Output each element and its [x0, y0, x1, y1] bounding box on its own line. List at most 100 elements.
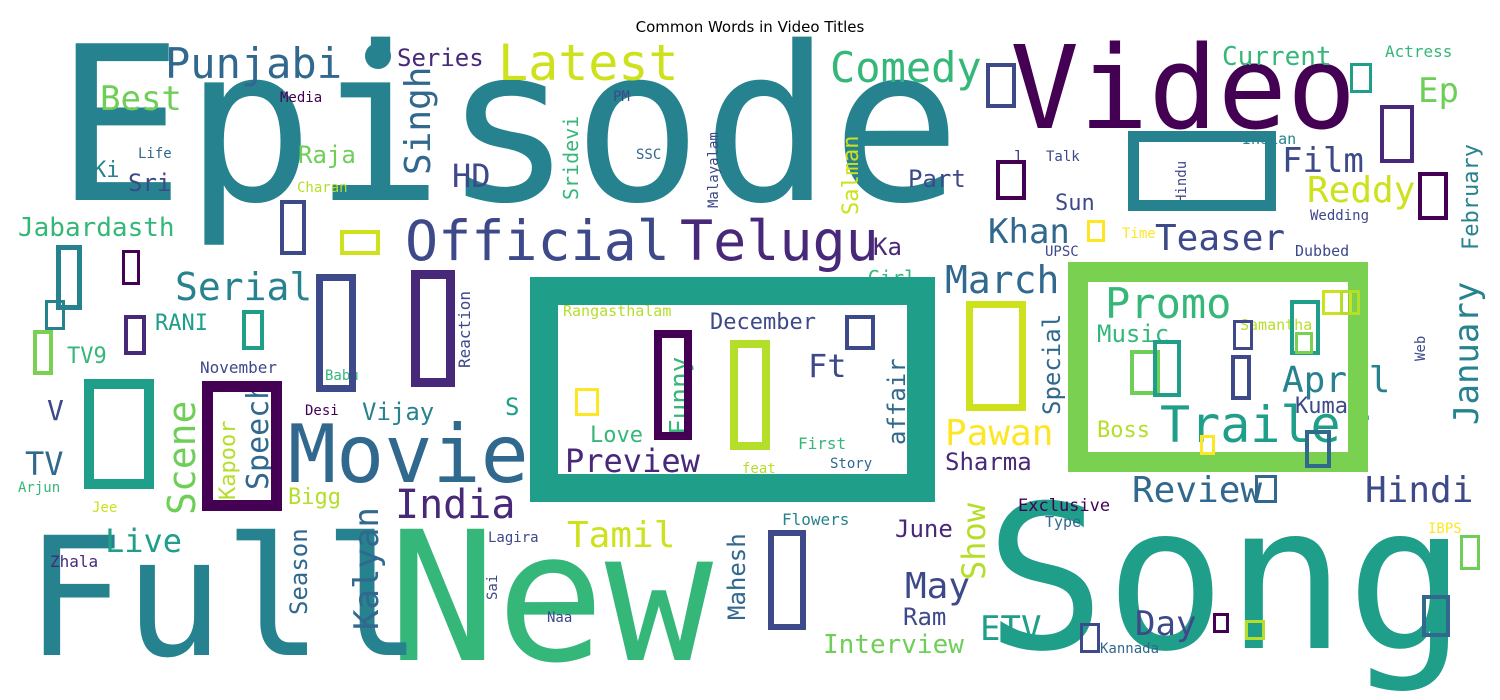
word-june: June — [895, 515, 953, 543]
word-time: Time — [1122, 226, 1156, 242]
missing-glyph-box — [575, 388, 599, 416]
word-first: First — [798, 434, 846, 453]
word-actress: Actress — [1385, 42, 1452, 61]
word-best: Best — [100, 79, 182, 119]
word-january: January — [1447, 282, 1487, 425]
word-salman: Salman — [839, 136, 864, 215]
missing-glyph-box — [33, 330, 53, 375]
missing-glyph-box — [1080, 623, 1100, 653]
word-kannada: Kannada — [1100, 641, 1159, 657]
word-trailer: Trailer — [1160, 396, 1371, 454]
word-lagira: Lagira — [488, 530, 539, 546]
missing-glyph-box — [411, 270, 455, 387]
word-speech: Speech — [241, 382, 276, 490]
word-serial: Serial — [175, 265, 312, 309]
word-episode: Episode — [55, 0, 961, 251]
chart-title: Common Words in Video Titles — [635, 18, 865, 36]
word-rani: RANI — [155, 311, 208, 336]
word-comedy: Comedy — [830, 43, 982, 92]
word-raja: Raja — [298, 141, 356, 169]
missing-glyph-box — [1340, 290, 1360, 315]
word-sri: Sri — [128, 169, 171, 197]
missing-glyph-box — [1130, 350, 1160, 395]
word-ka: Ka — [873, 233, 902, 261]
word-mahesh: Mahesh — [723, 533, 751, 620]
missing-glyph-box — [966, 301, 1026, 411]
missing-glyph-box — [1295, 332, 1313, 354]
word-ki: Ki — [93, 158, 120, 183]
word-preview: Preview — [565, 442, 701, 480]
missing-glyph-box — [45, 300, 65, 330]
missing-glyph-box — [280, 200, 306, 255]
word-ibps: IBPS — [1428, 521, 1462, 537]
missing-glyph-box — [56, 245, 82, 310]
missing-glyph-box — [1380, 105, 1414, 163]
word-interview: Interview — [823, 630, 964, 660]
word-sharma: Sharma — [945, 448, 1032, 476]
missing-glyph-box — [124, 315, 146, 355]
word-part: Part — [908, 165, 966, 193]
missing-glyph-box — [996, 160, 1026, 200]
word-show: Show — [955, 502, 993, 580]
word-hindi: Hindi — [1365, 470, 1473, 511]
missing-glyph-box — [1087, 220, 1105, 242]
missing-glyph-box — [1213, 613, 1229, 633]
word-pm: PM — [613, 89, 630, 105]
word-jabardasth: Jabardasth — [18, 213, 175, 243]
word-march: March — [945, 258, 1059, 302]
word-ft: Ft — [808, 347, 847, 385]
word-naa: Naa — [547, 610, 572, 626]
word-vijay: Vijay — [362, 398, 434, 426]
missing-glyph-box — [316, 274, 356, 392]
word-l: l — [1014, 147, 1024, 166]
word-tv: TV — [25, 445, 64, 483]
word-december: December — [710, 310, 816, 335]
word-jee: Jee — [92, 500, 117, 516]
word-tv9: TV9 — [67, 344, 107, 369]
missing-glyph-box — [654, 330, 692, 440]
word-exclusive: Exclusive — [1018, 496, 1110, 516]
missing-glyph-box — [1418, 172, 1448, 220]
word-may: May — [905, 566, 970, 607]
word-reddy: Reddy — [1307, 170, 1415, 211]
missing-glyph-box — [1255, 475, 1277, 503]
word-april: April — [1282, 360, 1390, 401]
missing-glyph-box — [1460, 535, 1480, 570]
missing-glyph-box — [1233, 320, 1253, 350]
missing-glyph-box — [530, 277, 935, 502]
word-special: Special — [1038, 314, 1066, 415]
word-india: India — [395, 482, 515, 528]
word-film: Film — [1282, 141, 1364, 181]
word-ep: Ep — [1418, 71, 1459, 111]
missing-glyph-box — [986, 63, 1016, 108]
word-current: Current — [1222, 42, 1332, 72]
word-pawan: Pawan — [945, 413, 1053, 454]
word-hindu: Hindu — [1174, 161, 1190, 203]
missing-glyph-box — [1231, 355, 1251, 400]
word-talk: Talk — [1046, 149, 1080, 165]
word-sai: Sai — [485, 575, 501, 600]
word-dubbed: Dubbed — [1295, 242, 1349, 260]
word-zhala: Zhala — [50, 552, 98, 571]
word-ram: Ram — [903, 603, 946, 631]
word-kapoor: Kapoor — [216, 421, 241, 500]
word-day: Day — [1135, 604, 1196, 644]
word-review: Review — [1132, 470, 1262, 511]
missing-glyph-box — [1200, 435, 1215, 455]
missing-glyph-box — [1153, 340, 1181, 397]
word-latest: Latest — [498, 34, 679, 92]
word-february: February — [1459, 144, 1484, 250]
missing-glyph-box — [202, 381, 282, 511]
word-punjabi: Punjabi — [165, 39, 342, 88]
word-live: Live — [105, 522, 182, 560]
word-charan: Charan — [297, 180, 348, 196]
missing-glyph-box — [122, 250, 140, 285]
word-feat: feat — [742, 461, 776, 477]
word-wedding: Wedding — [1310, 208, 1369, 224]
word-flowers: Flowers — [782, 510, 849, 529]
word-kalyan: Kalyan — [347, 507, 387, 630]
missing-glyph-box — [730, 340, 770, 450]
missing-glyph-box — [1305, 430, 1331, 468]
word-teaser: Teaser — [1155, 218, 1285, 259]
missing-glyph-box — [84, 379, 154, 489]
